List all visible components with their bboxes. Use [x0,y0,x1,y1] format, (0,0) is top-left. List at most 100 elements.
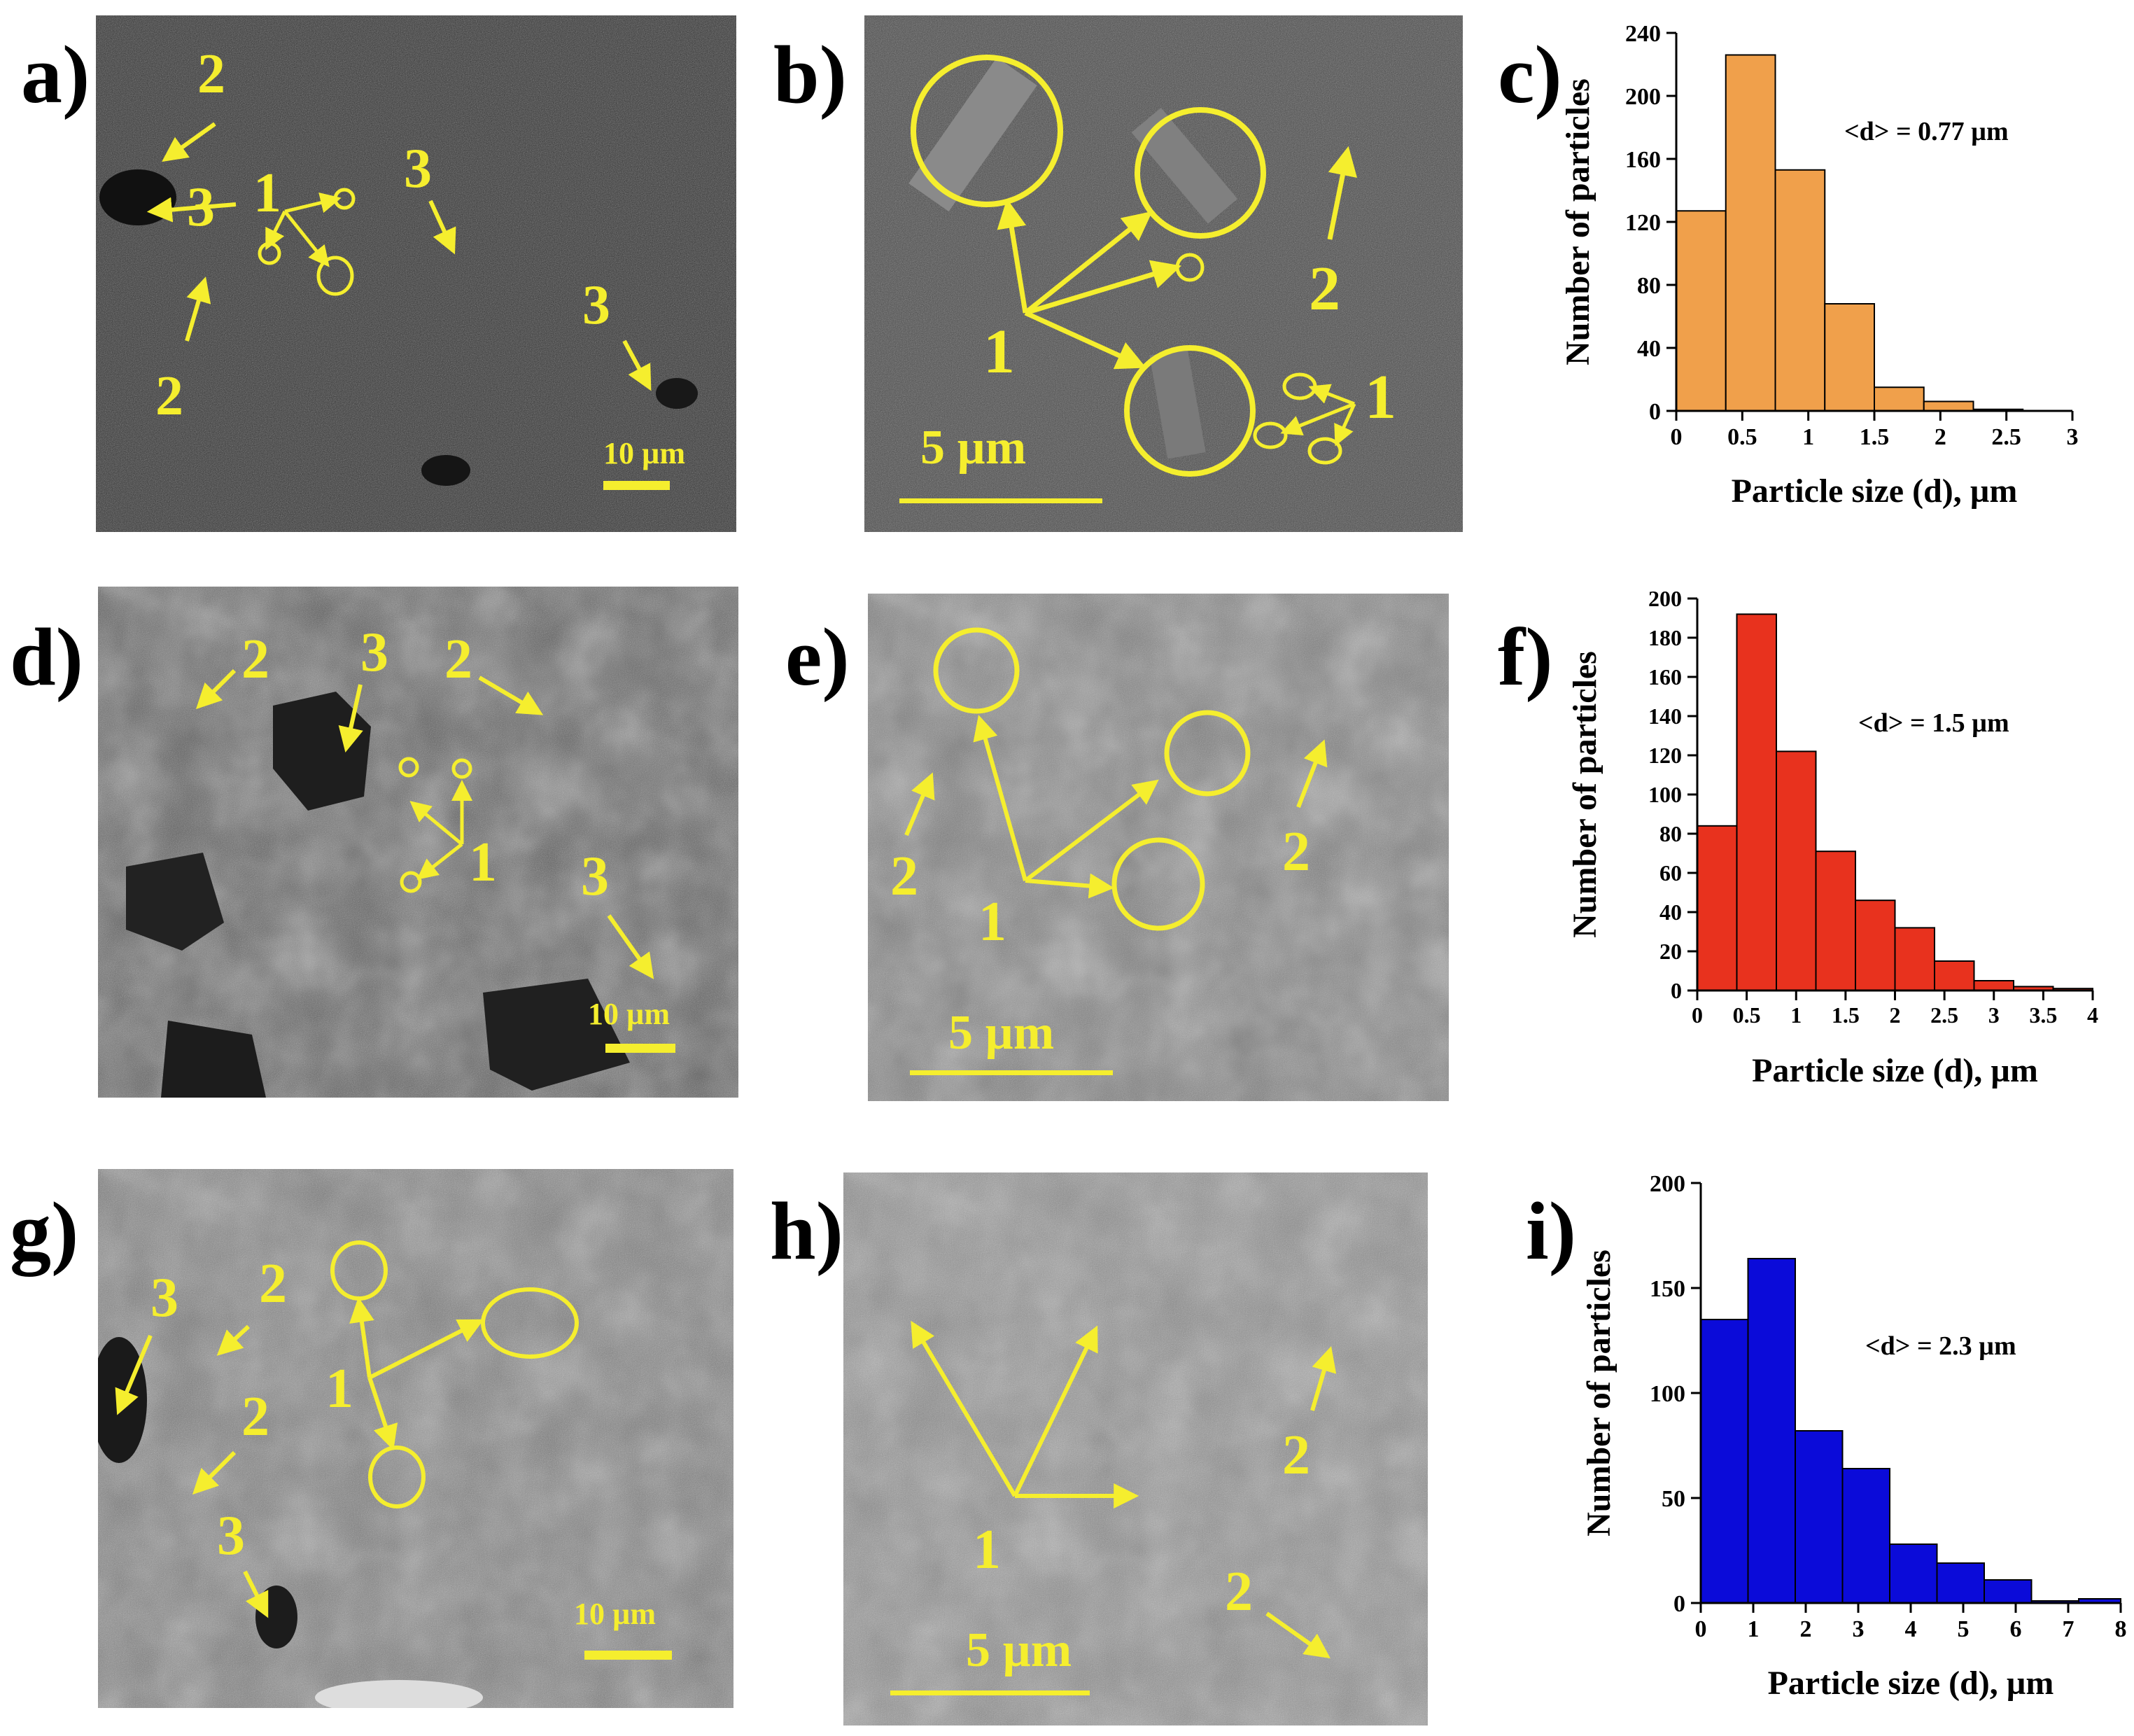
x-tick-label: 1.5 [1832,1002,1860,1028]
histogram-bar [1697,825,1738,992]
y-tick-label: 180 [1648,625,1682,650]
label-3: 3 [582,274,610,336]
label-1: 1 [978,891,1006,953]
mean-size-annotation: <d> = 0.77 µm [1844,117,2009,146]
y-tick-label: 0 [1671,978,1682,1003]
scale-bar [584,1651,672,1660]
y-tick-label: 0 [1673,1591,1685,1617]
y-tick-label: 140 [1648,704,1682,729]
sem-image-b: 1 2 1 5 µm [864,15,1463,532]
label-1: 1 [983,317,1015,386]
x-tick-label: 0.5 [1733,1002,1761,1028]
histogram-bar [1774,169,1826,412]
panel-letter-a: a) [21,29,90,120]
scale-bar [605,1044,675,1053]
x-tick-label: 0 [1671,424,1683,450]
label-2: 2 [259,1253,287,1315]
label-1: 1 [1365,363,1396,432]
x-tick-label: 2 [1800,1616,1812,1642]
x-tick-label: 4 [1905,1616,1917,1642]
histogram-bar [1700,1319,1749,1604]
label-2: 2 [1309,254,1340,323]
y-axis-label: Number of particles [1580,1250,1617,1536]
histogram-bar [1815,850,1856,991]
y-axis-label: Number of particles [1566,651,1603,938]
panel-letter-f: f) [1498,611,1553,703]
y-tick-label: 240 [1625,21,1661,47]
x-tick-label: 1.5 [1860,424,1890,450]
label-2: 2 [444,629,472,690]
y-tick-label: 200 [1648,586,1682,611]
x-axis-label: Particle size (d), µm [1752,1052,2038,1089]
y-tick-label: 0 [1649,399,1661,425]
label-2: 2 [1282,821,1310,883]
x-tick-label: 1 [1802,424,1814,450]
x-axis-label: Particle size (d), µm [1768,1665,2054,1702]
x-tick-label: 3 [1988,1002,2000,1028]
y-tick-label: 40 [1637,336,1661,362]
y-tick-label: 60 [1659,860,1682,886]
histogram-bar [1894,927,1935,992]
x-tick-label: 8 [2115,1616,2127,1642]
sem-image-d: 2 3 2 1 3 10 µm [98,587,738,1098]
label-2: 2 [890,846,918,907]
histogram-bar [1795,1430,1844,1604]
label-2: 2 [155,365,183,427]
scale-bar [890,1690,1090,1695]
y-tick-label: 80 [1659,821,1682,846]
panel-letter-b: b) [773,29,847,120]
label-2: 2 [241,629,269,690]
x-tick-label: 0 [1695,1616,1707,1642]
x-tick-label: 5 [1958,1616,1970,1642]
y-tick-label: 200 [1650,1171,1685,1197]
y-tick-label: 100 [1648,782,1682,807]
x-tick-label: 7 [2063,1616,2075,1642]
label-1: 1 [253,162,281,224]
label-2: 2 [1225,1561,1253,1623]
scale-bar [899,498,1102,503]
x-tick-label: 1 [1790,1002,1802,1028]
y-tick-label: 100 [1650,1381,1685,1407]
y-tick-label: 120 [1648,743,1682,768]
y-tick-label: 150 [1650,1276,1685,1302]
label-3: 3 [187,176,215,238]
y-tick-label: 40 [1659,899,1682,925]
histogram-bar [1676,210,1727,412]
x-tick-label: 6 [2010,1616,2022,1642]
scale-bar-label: 5 µm [920,421,1026,475]
mean-size-annotation: <d> = 2.3 µm [1865,1331,2016,1361]
histogram-bar [1984,1579,2033,1604]
histogram-bar [1841,1468,1890,1604]
panel-letter-h: h) [770,1185,843,1277]
x-tick-label: 1 [1748,1616,1760,1642]
scale-bar-label: 10 µm [574,1597,656,1631]
mean-size-annotation: <d> = 1.5 µm [1858,708,2009,738]
x-tick-label: 3 [1853,1616,1865,1642]
label-3: 3 [217,1505,245,1567]
histogram-bar [1889,1544,1938,1604]
y-tick-label: 120 [1625,210,1661,236]
histogram-bar [1973,980,2014,991]
label-3: 3 [404,138,432,200]
sem-image-h: 1 2 2 5 µm [843,1172,1428,1726]
histogram-bar [1855,899,1896,991]
y-tick-label: 160 [1625,147,1661,173]
y-tick-label: 50 [1662,1486,1685,1512]
x-tick-label: 2.5 [1930,1002,1958,1028]
histogram-bar [1824,303,1875,412]
scale-bar-label: 5 µm [948,1006,1054,1060]
histogram-bar [1776,750,1817,992]
label-1: 1 [325,1358,353,1420]
sem-image-a: 2 3 1 3 2 3 10 µm [96,15,736,532]
x-tick-label: 3 [2067,424,2079,450]
x-axis-label: Particle size (d), µm [1732,472,2018,510]
label-1: 1 [469,832,497,893]
panel-letter-e: e) [785,611,850,703]
label-2: 2 [241,1386,269,1448]
scale-bar-label: 5 µm [966,1623,1072,1677]
panel-letter-d: d) [10,611,83,703]
y-tick-label: 20 [1659,939,1682,964]
scale-bar [910,1070,1113,1075]
y-tick-label: 160 [1648,664,1682,690]
